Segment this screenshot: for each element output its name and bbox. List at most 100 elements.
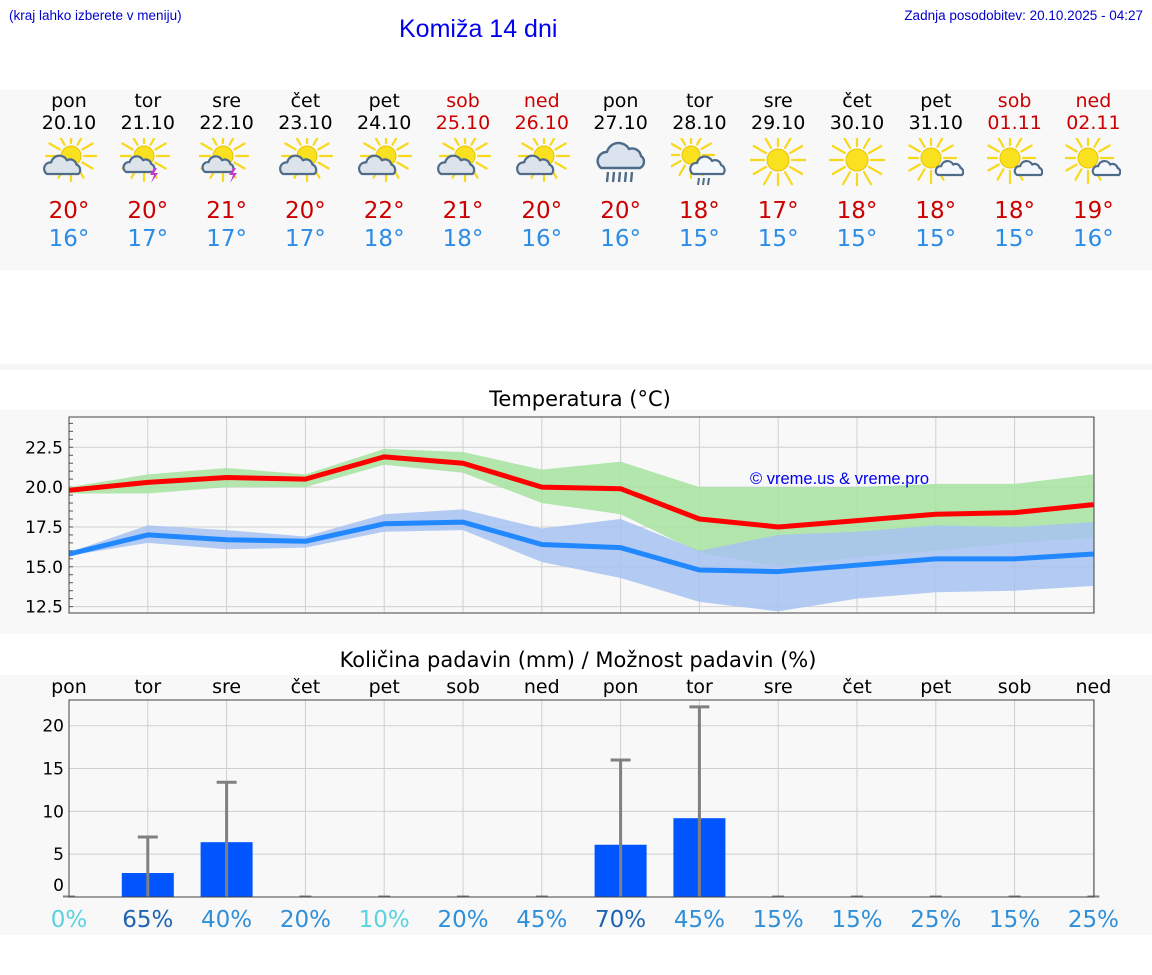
- sun-ray: [995, 168, 1005, 181]
- max-temp: 17°: [757, 198, 799, 224]
- max-temp: 20°: [127, 198, 169, 224]
- sun-ray: [284, 142, 298, 151]
- sun-ray: [295, 138, 302, 146]
- sun-ray: [59, 138, 66, 146]
- day-name: tor: [685, 90, 713, 112]
- precip-probability: 40%: [201, 907, 252, 933]
- cloud-shape: [689, 155, 727, 176]
- day-column: tor 28.10 18° 15°: [659, 90, 739, 253]
- day-column: sre 22.10 21° 17°: [187, 90, 267, 253]
- sun-ray: [868, 165, 883, 176]
- y-tick-label: 10: [42, 802, 64, 822]
- sun-ray: [396, 161, 409, 170]
- min-temp: 15°: [836, 226, 878, 252]
- sun-ray: [210, 138, 218, 146]
- sun-cloud-icon: [437, 138, 491, 183]
- max-temp: 20°: [48, 198, 90, 224]
- min-temp: 15°: [915, 226, 957, 252]
- sun-ray: [940, 144, 954, 153]
- max-temp: 18°: [679, 198, 720, 224]
- day-date: 22.10: [199, 112, 254, 134]
- day-label: tor: [134, 676, 161, 698]
- day-name: sre: [763, 90, 793, 112]
- day-date: 29.10: [750, 112, 806, 134]
- sun-ray: [153, 142, 167, 151]
- day-name: tor: [134, 90, 162, 112]
- sun-ray: [868, 144, 883, 155]
- max-temp: 21°: [442, 198, 484, 224]
- sun-cloud-icon: [43, 138, 97, 183]
- cloud-shape: [1013, 160, 1043, 177]
- sun-ray: [1014, 138, 1023, 148]
- sun-ray: [363, 142, 377, 151]
- precip-probability: 20%: [437, 907, 488, 933]
- day-column: čet 23.10 20° 17°: [265, 90, 345, 253]
- min-temp: 18°: [442, 226, 484, 252]
- sun-ray: [81, 142, 94, 151]
- sun-disc: [766, 148, 790, 172]
- day-name: sre: [212, 90, 242, 112]
- last-updated: Zadnja posodobitev: 20.10.2025 - 04:27: [904, 8, 1143, 23]
- rain-drop: [617, 171, 621, 183]
- sun-ray: [831, 165, 846, 176]
- precipitation-chart: pon tor sre čet pet sob ned pon tor sre čet pet sob n…: [42, 676, 1119, 933]
- sun-ray: [48, 142, 61, 151]
- day-label: pet: [369, 676, 400, 698]
- day-date: 20.10: [41, 112, 97, 134]
- sun-ray: [149, 138, 156, 146]
- sun-ray: [936, 138, 944, 148]
- day-date: 27.10: [593, 112, 648, 134]
- sun-ray: [153, 161, 167, 170]
- sun-ray: [696, 138, 703, 146]
- cloud-shape: [515, 154, 555, 176]
- sun-ray: [917, 138, 926, 148]
- day-column: ned 02.11 19° 16°: [1053, 90, 1133, 253]
- sun-cloud-icon: [358, 138, 413, 183]
- sun-ray: [784, 171, 794, 186]
- precip-probability: 45%: [674, 907, 725, 933]
- day-date: 31.10: [908, 112, 963, 134]
- day-name: pon: [602, 90, 639, 112]
- sun-ray: [1065, 163, 1079, 172]
- sun-ray: [312, 138, 320, 146]
- rain-drop: [707, 177, 711, 186]
- precip-probability: 65%: [122, 907, 173, 933]
- min-temp: 16°: [600, 226, 641, 252]
- sun-ray: [1074, 168, 1083, 181]
- cloud-shape: [279, 154, 318, 176]
- day-label: pon: [603, 676, 639, 698]
- sun-shape: [829, 138, 885, 186]
- max-temp: 19°: [1073, 198, 1114, 224]
- sun-ray: [752, 144, 768, 155]
- sun-ray: [678, 164, 687, 177]
- sun-ray: [374, 138, 381, 146]
- sun-thunderstorm-icon: [198, 138, 249, 183]
- day-name: ned: [1075, 90, 1112, 112]
- min-temp: 16°: [1073, 226, 1114, 252]
- precip-probability: 10%: [359, 907, 410, 933]
- precip-probability: 0%: [51, 907, 88, 933]
- page-title: Komiža 14 dni: [399, 15, 558, 43]
- cloud-shape: [201, 155, 235, 174]
- sun-disc: [999, 147, 1021, 169]
- sun-shape: [750, 138, 807, 186]
- day-name: pon: [51, 90, 87, 112]
- sun-ray: [789, 165, 804, 176]
- y-tick-label: 20.0: [25, 478, 63, 498]
- sun-disc: [920, 147, 942, 169]
- plot-border: [68, 699, 1095, 898]
- day-date: 21.10: [120, 112, 175, 134]
- plot-border: [68, 416, 1095, 614]
- cloud-shape: [122, 155, 156, 174]
- day-label: pet: [920, 676, 951, 698]
- day-column: ned 26.10 20° 16°: [502, 90, 582, 253]
- sun-ray: [81, 161, 94, 170]
- sun-ray: [671, 142, 683, 151]
- max-temp: 18°: [994, 198, 1035, 224]
- sun-ray: [763, 171, 773, 186]
- day-date: 26.10: [514, 112, 569, 134]
- sun-ray: [789, 144, 804, 155]
- day-label: čet: [291, 676, 321, 698]
- precip-probability: 15%: [831, 907, 882, 933]
- y-tick-label: 15.0: [25, 558, 63, 578]
